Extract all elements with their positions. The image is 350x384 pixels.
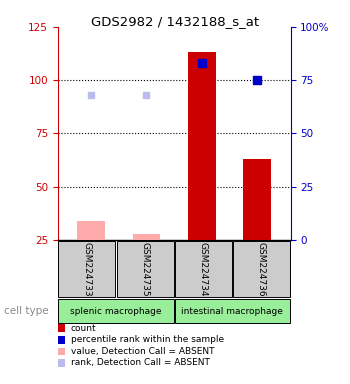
Bar xyxy=(58,241,116,297)
Text: intestinal macrophage: intestinal macrophage xyxy=(181,307,283,316)
Point xyxy=(88,92,94,98)
Bar xyxy=(243,159,271,240)
Bar xyxy=(233,241,290,297)
Text: value, Detection Call = ABSENT: value, Detection Call = ABSENT xyxy=(71,347,214,356)
Bar xyxy=(133,233,160,240)
Text: rank, Detection Call = ABSENT: rank, Detection Call = ABSENT xyxy=(71,358,210,367)
Text: count: count xyxy=(71,324,96,333)
Text: percentile rank within the sample: percentile rank within the sample xyxy=(71,335,224,344)
Bar xyxy=(117,241,174,297)
Point xyxy=(199,60,205,66)
Text: GDS2982 / 1432188_s_at: GDS2982 / 1432188_s_at xyxy=(91,15,259,28)
Point xyxy=(254,77,260,83)
Bar xyxy=(77,221,105,240)
Text: GSM224734: GSM224734 xyxy=(199,242,208,296)
Bar xyxy=(175,300,290,323)
Point xyxy=(144,92,149,98)
Bar xyxy=(175,241,232,297)
Text: GSM224733: GSM224733 xyxy=(82,242,91,296)
Text: GSM224735: GSM224735 xyxy=(141,242,149,296)
Bar xyxy=(58,300,174,323)
Text: cell type: cell type xyxy=(4,306,48,316)
Text: GSM224736: GSM224736 xyxy=(257,242,266,296)
Bar xyxy=(188,53,216,240)
Text: splenic macrophage: splenic macrophage xyxy=(70,307,162,316)
